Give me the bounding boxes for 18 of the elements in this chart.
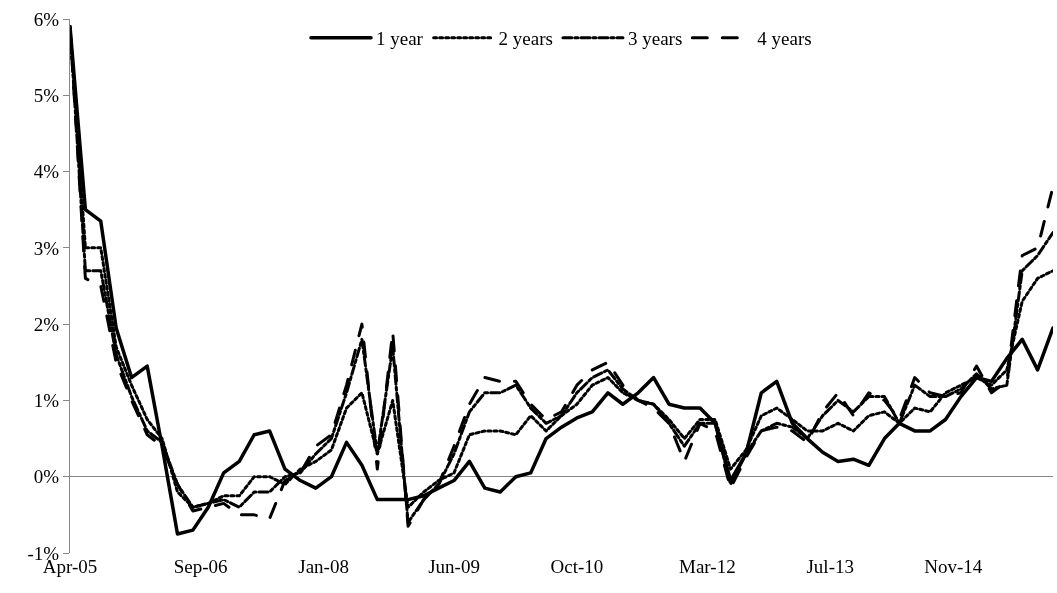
legend-label: 1 year [376,28,424,50]
x-tick-label: Oct-10 [550,556,604,577]
x-tick-label: Jun-09 [428,556,480,577]
y-tick-label: 3% [33,237,60,259]
x-tick-label: Nov-14 [924,556,983,577]
x-tick-label: Mar-12 [679,556,736,577]
y-tick-label: 1% [33,390,60,412]
y-tick-label: 0% [33,466,60,488]
legend-label: 4 years [757,28,812,50]
legend-label: 3 years [627,28,683,50]
x-tick-label: Jul-13 [806,556,854,577]
x-tick-label: Sep-06 [173,556,228,577]
y-tick-label: 4% [33,161,60,183]
y-tick-label: 5% [33,84,60,106]
y-tick-label: 6% [33,8,60,30]
legend-label: 2 years [498,28,553,50]
y-tick-label: 2% [33,313,60,335]
x-tick-label: Jan-08 [298,556,349,577]
